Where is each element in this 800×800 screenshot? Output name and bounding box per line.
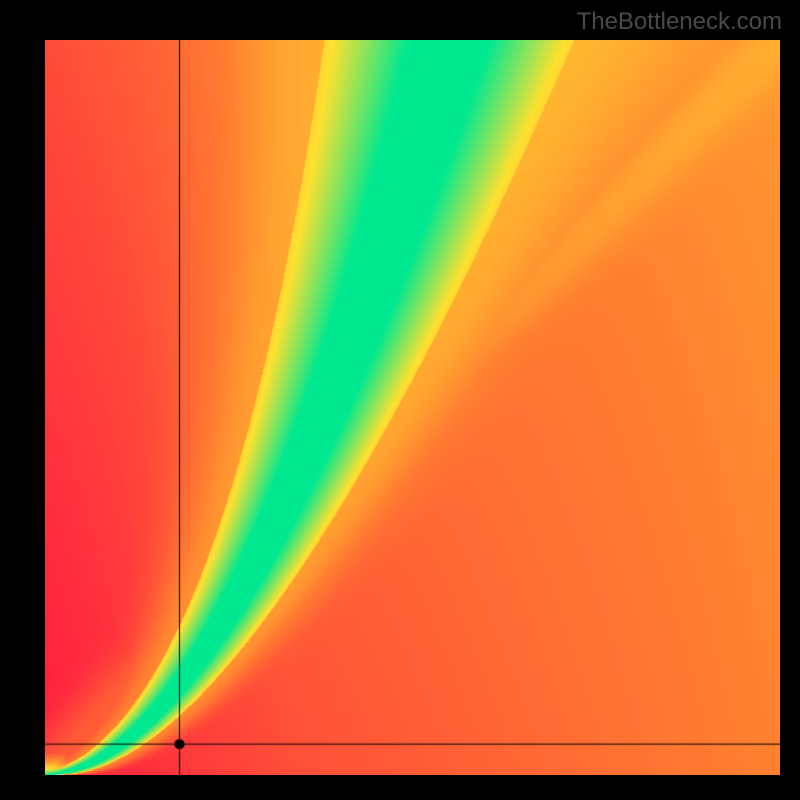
bottleneck-heatmap — [45, 40, 780, 775]
watermark-text: TheBottleneck.com — [577, 8, 782, 36]
